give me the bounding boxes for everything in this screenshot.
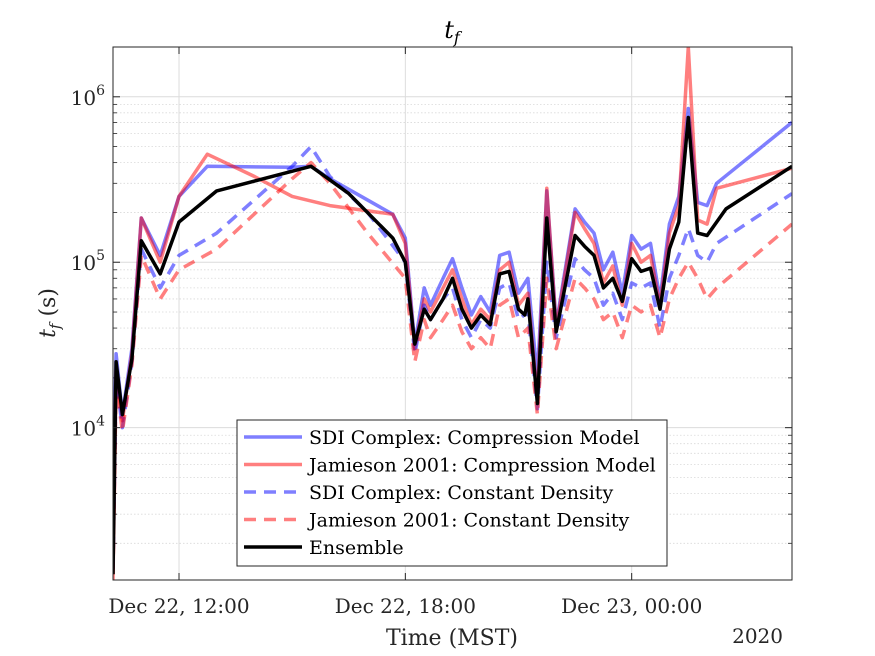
y-tick-label: 106: [71, 83, 105, 110]
legend-items: SDI Complex: Compression Model Jamieson 2…: [244, 427, 656, 559]
chart-title: tf: [444, 16, 463, 47]
legend-label: SDI Complex: Compression Model: [309, 427, 640, 449]
legend-label: Jamieson 2001: Constant Density: [307, 510, 630, 532]
series-ensemble: [113, 115, 792, 575]
x-tick-label: Dec 23, 00:00: [561, 594, 702, 618]
series-layer: [113, 47, 792, 580]
series-sdi-constant-density: [113, 144, 792, 569]
chart-title-main: t: [444, 16, 454, 44]
chart-title-subscript: f: [453, 28, 463, 47]
y-tick-label: 104: [71, 414, 105, 441]
series-jamieson-compression: [113, 47, 792, 580]
x-tick-labels: Dec 22, 12:00 Dec 22, 18:00 Dec 23, 00:00: [108, 594, 702, 618]
legend-label: Ensemble: [309, 537, 404, 559]
y-tick-label: 105: [71, 248, 105, 275]
legend-label: SDI Complex: Constant Density: [309, 482, 613, 504]
plot-frame: [112, 46, 793, 581]
y-axis-label-unit: (s): [36, 288, 61, 323]
legend: SDI Complex: Compression Model Jamieson 2…: [236, 419, 668, 567]
x-tick-label: Dec 22, 18:00: [335, 594, 476, 618]
series-jamieson-constant-density: [113, 160, 792, 575]
y-axis-label-subscript: f: [46, 321, 64, 330]
legend-label: Jamieson 2001: Compression Model: [307, 455, 656, 477]
axis-ticks: [113, 47, 792, 580]
y-tick-labels: 104 105 106: [71, 83, 105, 441]
y-axis-label: tf (s): [36, 288, 64, 338]
x-axis-label: Time (MST): [386, 626, 518, 651]
y-axis-label-main: t: [36, 329, 61, 338]
year-label: 2020: [732, 624, 783, 648]
legend-box: [236, 419, 668, 567]
x-tick-label: Dec 22, 12:00: [108, 594, 249, 618]
